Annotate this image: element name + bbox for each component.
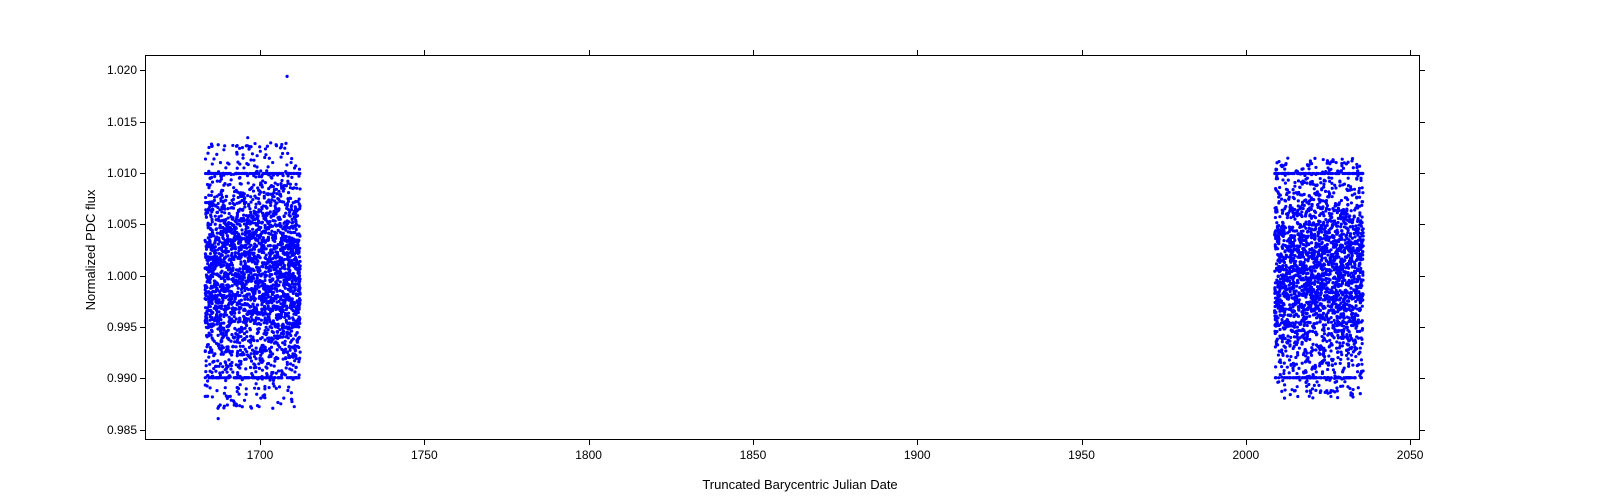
y-tick-label: 1.010 [95, 166, 137, 180]
x-tick-mark [1410, 440, 1411, 445]
y-tick-mark [140, 122, 145, 123]
y-tick-mark [1420, 122, 1425, 123]
x-tick-mark [753, 440, 754, 445]
y-tick-mark [140, 224, 145, 225]
y-tick-mark [1420, 378, 1425, 379]
x-tick-label: 1950 [1068, 448, 1095, 462]
x-tick-mark [589, 50, 590, 55]
y-tick-mark [1420, 430, 1425, 431]
x-tick-label: 1700 [247, 448, 274, 462]
x-tick-mark [260, 50, 261, 55]
y-tick-mark [140, 70, 145, 71]
y-tick-mark [1420, 224, 1425, 225]
x-tick-label: 2000 [1232, 448, 1259, 462]
x-tick-mark [1410, 50, 1411, 55]
x-tick-mark [260, 440, 261, 445]
y-axis-label: Normalized PDC flux [83, 190, 98, 311]
x-tick-mark [1246, 50, 1247, 55]
x-tick-mark [753, 50, 754, 55]
x-tick-mark [917, 50, 918, 55]
x-tick-label: 1900 [904, 448, 931, 462]
x-tick-mark [424, 440, 425, 445]
y-tick-mark [140, 276, 145, 277]
y-tick-label: 1.015 [95, 115, 137, 129]
x-axis-label: Truncated Barycentric Julian Date [702, 477, 897, 492]
y-tick-label: 0.995 [95, 320, 137, 334]
x-tick-mark [1082, 50, 1083, 55]
x-tick-label: 1800 [575, 448, 602, 462]
y-tick-label: 1.005 [95, 217, 137, 231]
x-tick-label: 1750 [411, 448, 438, 462]
y-tick-mark [140, 378, 145, 379]
x-tick-label: 2050 [1397, 448, 1424, 462]
y-tick-label: 0.985 [95, 423, 137, 437]
y-tick-mark [140, 327, 145, 328]
x-tick-mark [1246, 440, 1247, 445]
y-tick-mark [1420, 327, 1425, 328]
y-tick-mark [140, 430, 145, 431]
y-tick-label: 1.020 [95, 63, 137, 77]
y-tick-mark [140, 173, 145, 174]
scatter-plot [146, 56, 1419, 439]
x-tick-mark [424, 50, 425, 55]
y-tick-label: 1.000 [95, 269, 137, 283]
y-tick-label: 0.990 [95, 371, 137, 385]
y-tick-mark [1420, 70, 1425, 71]
y-tick-mark [1420, 173, 1425, 174]
x-tick-mark [589, 440, 590, 445]
x-tick-mark [1082, 440, 1083, 445]
plot-area [145, 55, 1420, 440]
x-tick-mark [917, 440, 918, 445]
x-tick-label: 1850 [740, 448, 767, 462]
y-tick-mark [1420, 276, 1425, 277]
